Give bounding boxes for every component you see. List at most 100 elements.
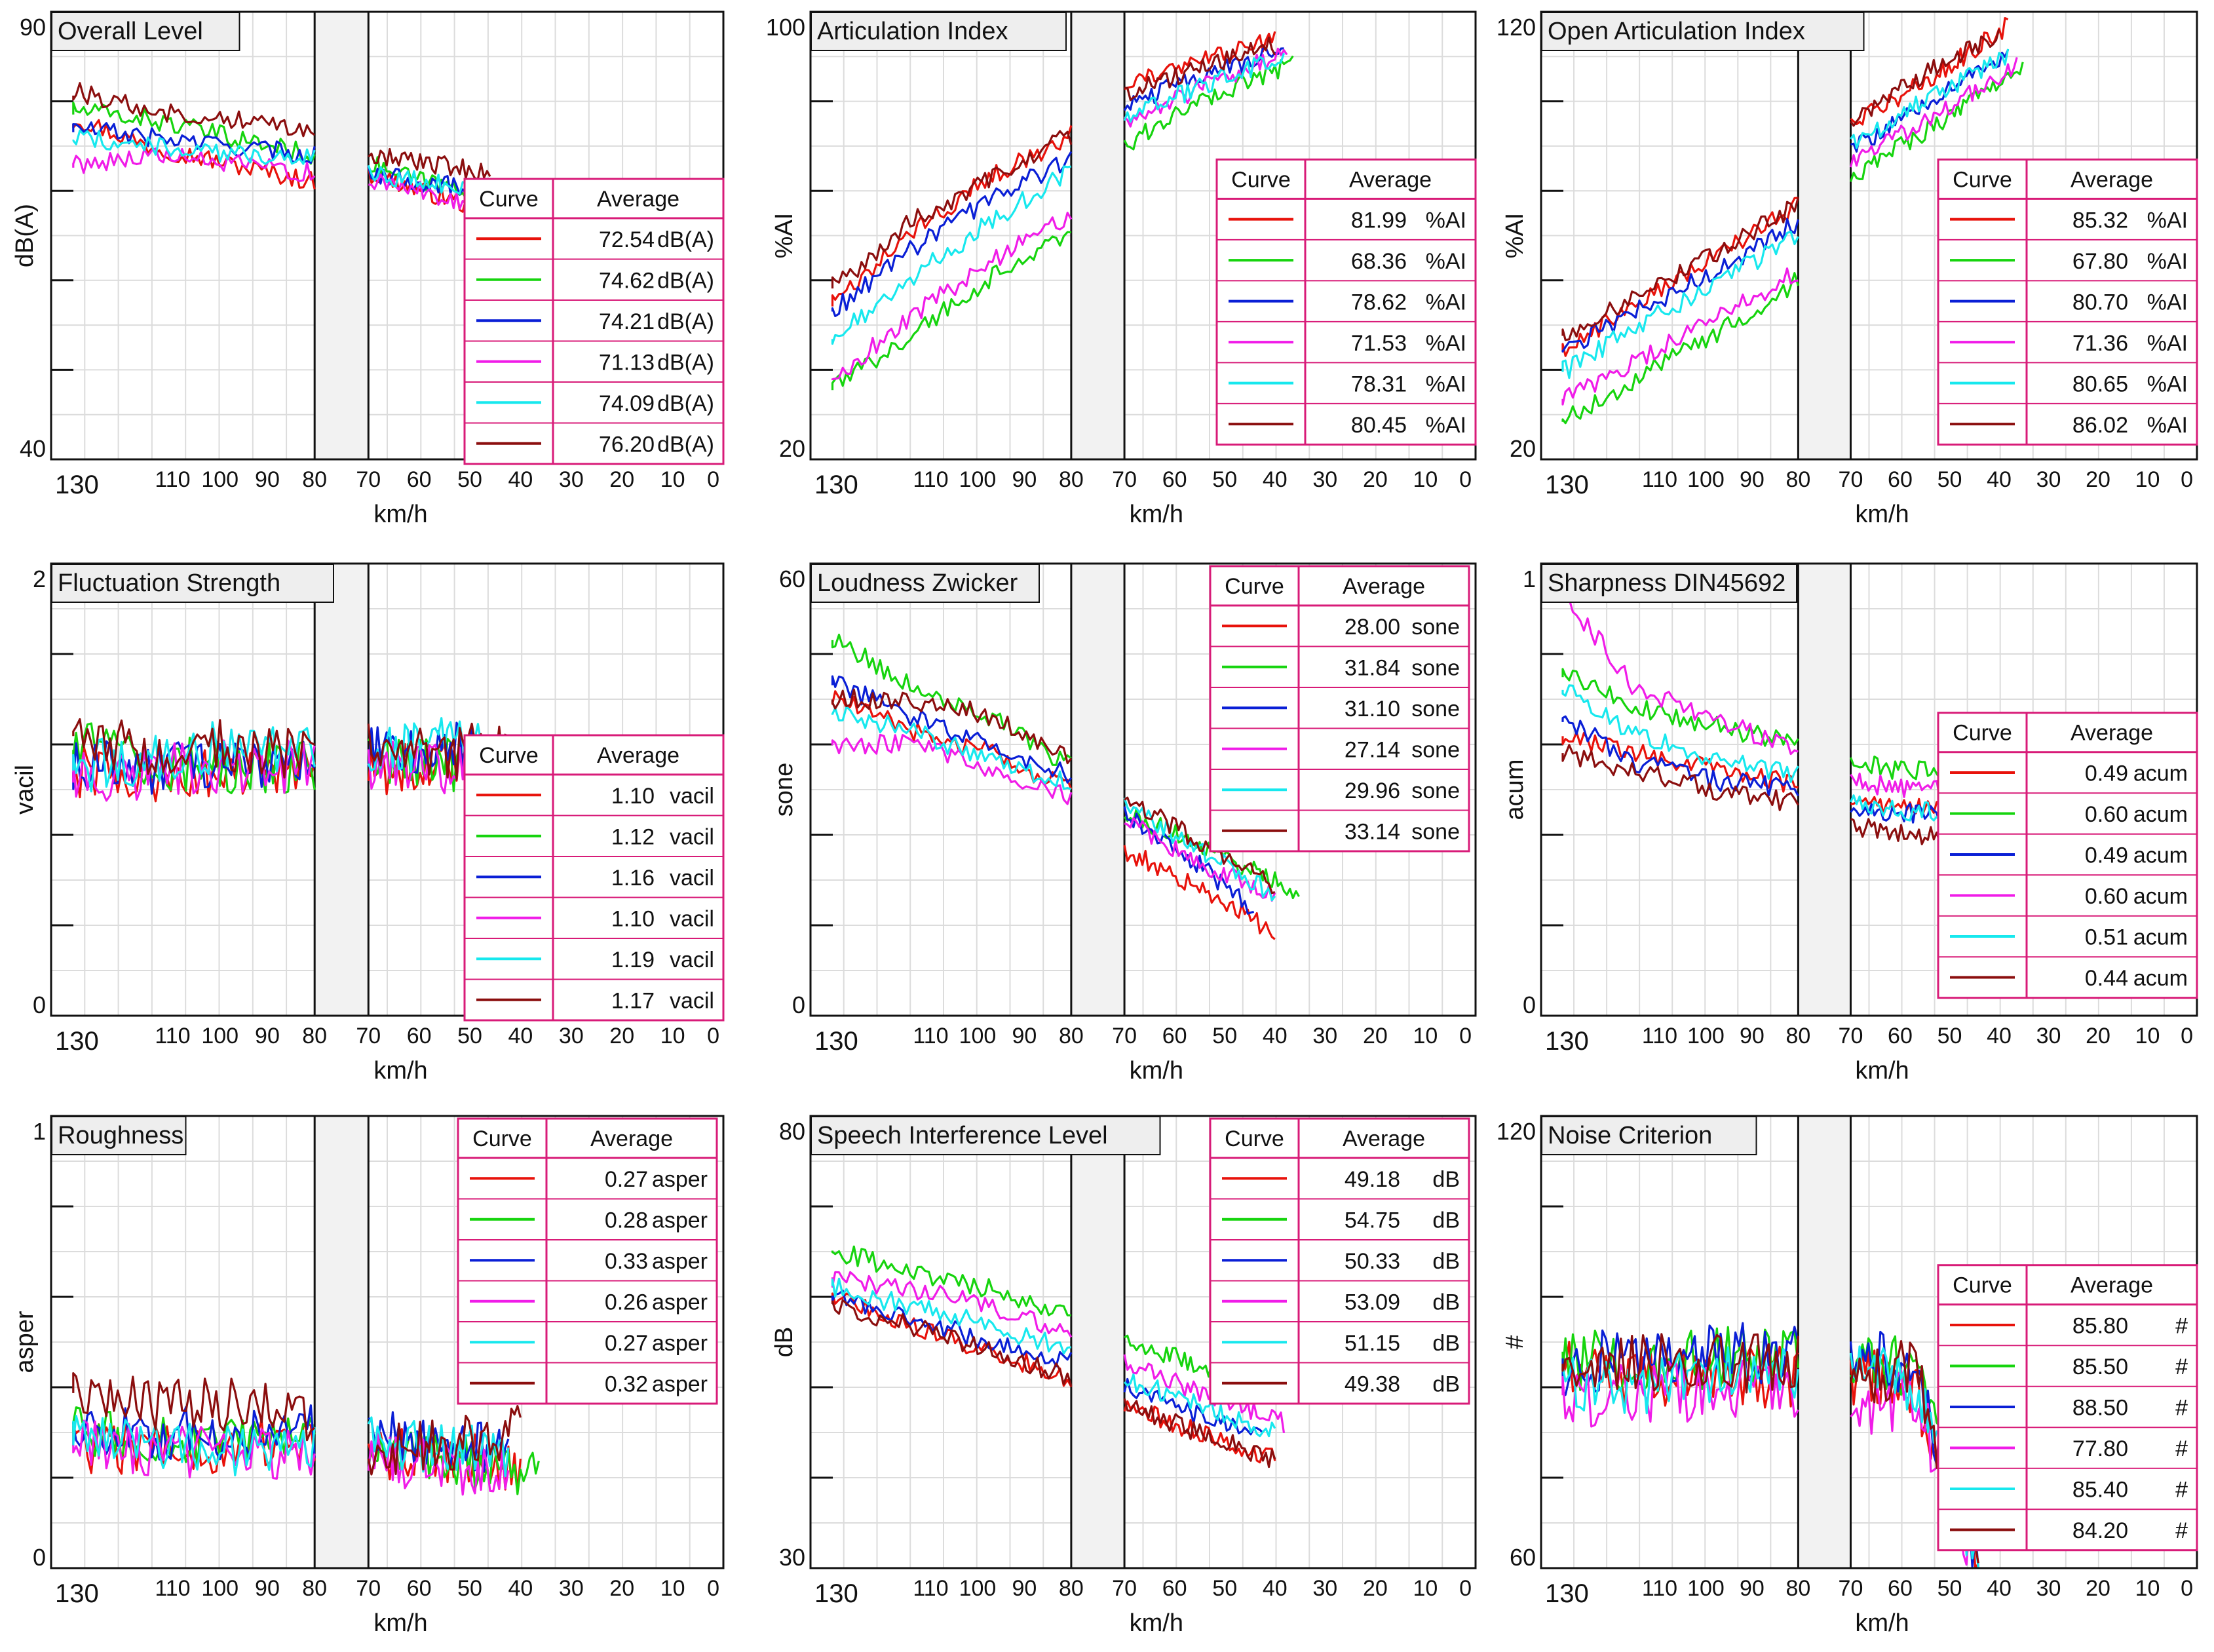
speed-gap-band — [313, 1115, 370, 1569]
series-line-cyan-high-speed — [1561, 1346, 1799, 1415]
series-line-darkred-low-speed — [1850, 28, 2000, 127]
series-line-cyan-high-speed — [72, 129, 316, 165]
series-line-green-high-speed — [831, 1245, 1071, 1316]
x-tick-label: 100 — [959, 1024, 997, 1048]
plot-frame — [809, 562, 1477, 1017]
series-line-darkred-high-speed — [72, 718, 315, 779]
series-line-magenta-low-speed — [367, 1432, 510, 1496]
chart-title: Sharpness DIN45692 — [1548, 569, 1785, 597]
x-tick-label: 40 — [508, 467, 533, 492]
legend-value: 50.33 — [1345, 1249, 1400, 1274]
legend-header-average: Average — [2071, 721, 2153, 746]
legend-unit: sone — [1411, 656, 1460, 681]
x-tick-label: 70 — [1112, 1024, 1137, 1048]
x-tick-label: 20 — [609, 467, 634, 492]
x-tick-label: 30 — [559, 1024, 584, 1048]
legend-header-average: Average — [1343, 574, 1425, 599]
x-tick-label: 0 — [1459, 1024, 1472, 1048]
x-tick-label: 90 — [1740, 1024, 1765, 1048]
x-axis-label: km/h — [1855, 501, 1909, 528]
x-tick-label: 10 — [660, 1024, 685, 1048]
y-tick-label-min: 30 — [779, 1544, 805, 1571]
x-tick-label: 70 — [356, 1576, 381, 1601]
y-tick-label-max: 80 — [779, 1118, 805, 1145]
legend-table: Curve Average 1.10 vacil 1.12 vacil 1.16 vacil 1… — [463, 734, 725, 1022]
legend-value: 68.36 — [1351, 249, 1407, 274]
x-tick-label: 10 — [2135, 1576, 2160, 1601]
legend-value: 33.14 — [1345, 820, 1400, 845]
legend-header-curve: Curve — [1953, 721, 2012, 746]
series-line-darkred-low-speed — [1124, 36, 1276, 102]
x-tick-label: 30 — [559, 1576, 584, 1601]
legend-unit: dB — [1432, 1167, 1460, 1192]
title-box — [811, 1116, 1161, 1155]
x-tick-label: 130 — [55, 471, 99, 499]
x-tick-label: 50 — [457, 467, 482, 492]
legend-value: 1.19 — [611, 948, 655, 972]
legend-header-curve: Curve — [1225, 1126, 1284, 1151]
series-line-green-low-speed — [1123, 55, 1294, 151]
legend-value: 76.20 — [599, 432, 655, 457]
legend-value: 71.53 — [1351, 331, 1407, 356]
title-box — [811, 12, 1067, 51]
series-line-cyan-low-speed — [1850, 48, 2010, 149]
series-line-magenta-low-speed — [1849, 57, 2018, 168]
series-line-magenta-high-speed — [1561, 588, 1799, 756]
legend-unit: %AI — [2147, 331, 2188, 356]
legend-unit: acum — [2133, 761, 2188, 786]
legend-value: 78.62 — [1351, 290, 1407, 315]
x-tick-label: 70 — [1112, 1576, 1137, 1601]
y-axis-label: sone — [771, 763, 798, 816]
legend-value: 0.28 — [605, 1208, 648, 1233]
legend-unit: %AI — [1426, 208, 1466, 233]
plot-frame — [50, 1115, 725, 1569]
series-line-darkred-low-speed — [1123, 1398, 1276, 1469]
legend-unit: %AI — [1426, 372, 1466, 396]
legend-unit: acum — [2133, 925, 2188, 950]
legend-value: 74.09 — [599, 391, 655, 416]
x-tick-label: 0 — [2181, 1576, 2193, 1601]
x-tick-label: 110 — [1642, 1024, 1677, 1048]
legend-unit: %AI — [1426, 331, 1466, 356]
x-tick-label: 130 — [814, 1027, 858, 1056]
x-tick-label: 80 — [302, 1024, 327, 1048]
legend-value: 0.27 — [605, 1331, 648, 1356]
legend-unit: dB(A) — [657, 432, 714, 457]
legend-unit: dB(A) — [657, 227, 714, 252]
legend-unit: %AI — [1426, 249, 1466, 274]
legend-value: 85.40 — [2072, 1478, 2128, 1503]
x-tick-label: 0 — [2181, 1024, 2193, 1048]
x-tick-label: 100 — [201, 1576, 239, 1601]
legend-value: 74.62 — [599, 269, 655, 294]
x-tick-label: 100 — [201, 1024, 239, 1048]
y-tick-label-max: 120 — [1497, 1118, 1536, 1145]
legend-table: Curve Average 81.99 %AI 68.36 %AI 78.62 %AI 71.5… — [1215, 158, 1477, 446]
series-line-red-high-speed — [831, 690, 1073, 790]
x-tick-label: 10 — [660, 467, 685, 492]
series-line-cyan-high-speed — [831, 706, 1072, 790]
legend-header-average: Average — [597, 743, 679, 768]
legend-value: 54.75 — [1345, 1208, 1400, 1233]
x-tick-label: 70 — [1839, 1024, 1863, 1048]
legend-value: 0.32 — [605, 1372, 648, 1397]
x-axis-label: km/h — [373, 501, 427, 528]
legend-header-curve: Curve — [1953, 1273, 2012, 1298]
x-tick-label: 60 — [1888, 1024, 1913, 1048]
series-line-darkred-high-speed — [831, 130, 1073, 289]
x-tick-label: 20 — [609, 1024, 634, 1048]
series-line-blue-high-speed — [72, 121, 316, 164]
x-tick-label: 60 — [1888, 467, 1913, 492]
legend-unit: acum — [2133, 884, 2188, 909]
x-tick-label: 30 — [2036, 1024, 2061, 1048]
x-tick-label: 70 — [356, 1024, 381, 1048]
legend-value: 88.50 — [2072, 1396, 2128, 1421]
x-tick-label: 50 — [1212, 1024, 1237, 1048]
legend-header-average: Average — [1343, 1126, 1425, 1151]
x-tick-label: 100 — [1687, 1576, 1725, 1601]
